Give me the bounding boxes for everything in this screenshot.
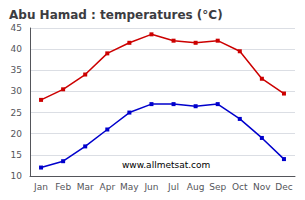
svg-text:Mar: Mar <box>77 182 94 192</box>
svg-text:30: 30 <box>11 86 23 96</box>
svg-text:10: 10 <box>11 171 23 181</box>
svg-text:Jan: Jan <box>33 182 48 192</box>
svg-text:www.allmetsat.com: www.allmetsat.com <box>122 160 210 170</box>
svg-text:Apr: Apr <box>100 182 116 192</box>
svg-text:20: 20 <box>11 129 23 139</box>
svg-text:15: 15 <box>11 150 22 160</box>
svg-text:Feb: Feb <box>55 182 71 192</box>
svg-text:Sep: Sep <box>209 182 226 192</box>
svg-text:40: 40 <box>11 44 23 54</box>
svg-text:May: May <box>120 182 139 192</box>
svg-text:Jul: Jul <box>167 182 179 192</box>
svg-text:Dec: Dec <box>275 182 292 192</box>
svg-text:25: 25 <box>11 108 22 118</box>
svg-text:Abu Hamad : temperatures (°C): Abu Hamad : temperatures (°C) <box>9 8 223 22</box>
svg-text:Oct: Oct <box>232 182 248 192</box>
svg-text:45: 45 <box>11 23 22 33</box>
svg-text:Jun: Jun <box>143 182 158 192</box>
svg-text:Nov: Nov <box>253 182 271 192</box>
svg-text:Aug: Aug <box>187 182 205 192</box>
svg-text:35: 35 <box>11 65 22 75</box>
